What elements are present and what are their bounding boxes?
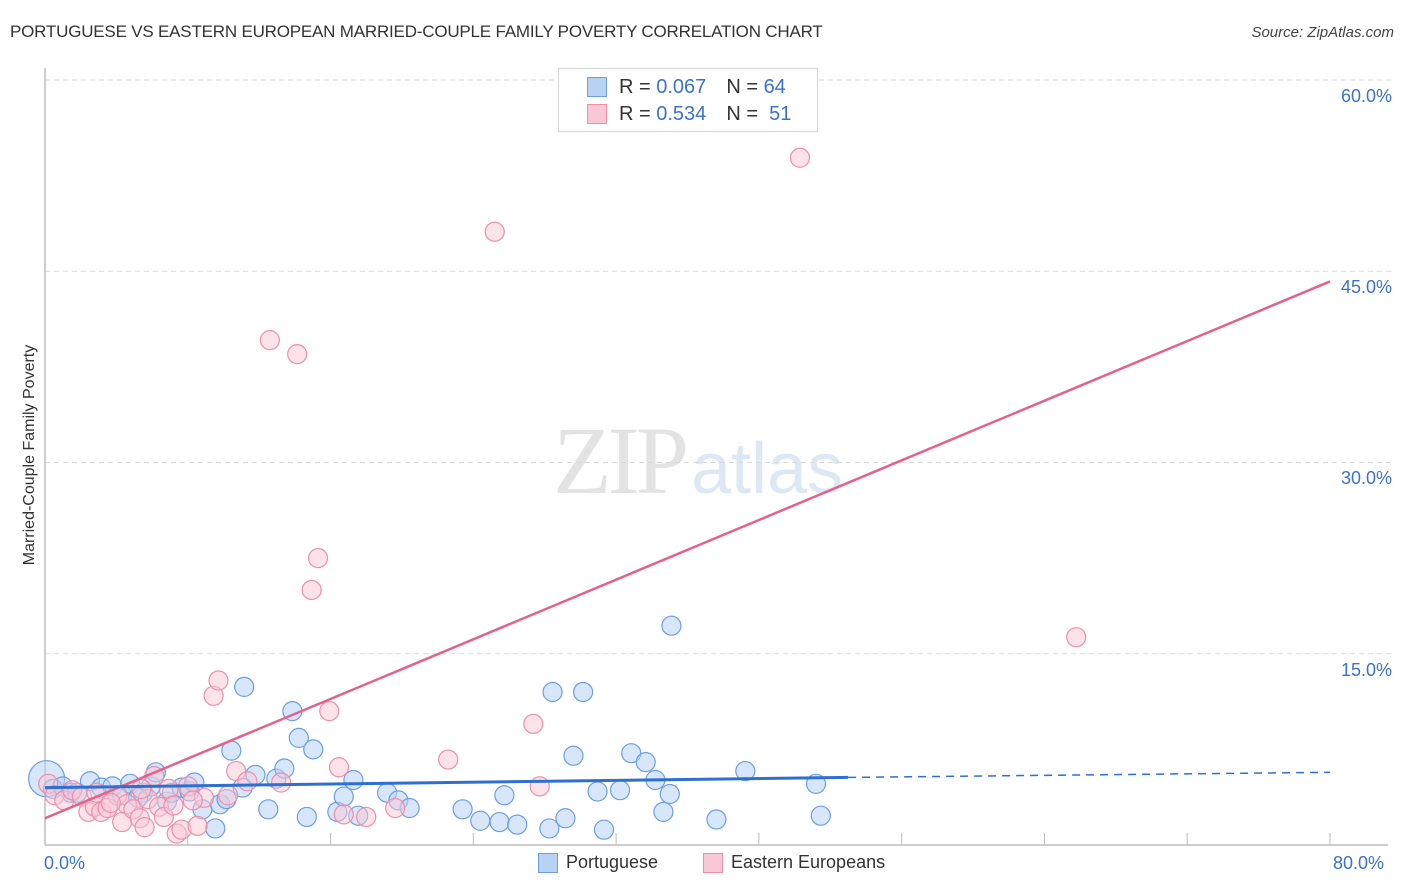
data-point bbox=[328, 757, 350, 778]
data-point bbox=[735, 760, 756, 782]
y-tick-45: 45.0% bbox=[1340, 277, 1392, 297]
data-point bbox=[494, 785, 515, 806]
n-value: 64 bbox=[763, 75, 786, 98]
data-point bbox=[134, 817, 155, 838]
watermark: ZIPatlas bbox=[553, 405, 843, 516]
data-point bbox=[301, 579, 322, 601]
data-point bbox=[542, 681, 563, 703]
n-label: N = bbox=[726, 102, 764, 125]
data-point bbox=[303, 739, 324, 760]
data-point bbox=[333, 786, 354, 807]
eastern-europeans-swatch-icon bbox=[703, 852, 723, 873]
data-point bbox=[507, 814, 528, 835]
legend-label-eastern-europeans: Eastern Europeans bbox=[731, 852, 886, 872]
r-value: 0.067 bbox=[656, 75, 707, 98]
data-point bbox=[385, 797, 406, 819]
gridlines bbox=[45, 79, 1392, 655]
x-tick-min: 0.0% bbox=[44, 853, 86, 873]
chart-title: PORTUGUESE VS EASTERN EUROPEAN MARRIED-C… bbox=[10, 22, 823, 41]
eastern-europeans-trendline bbox=[44, 280, 1331, 820]
data-point bbox=[307, 548, 329, 569]
data-point bbox=[100, 792, 121, 814]
n-label: N = bbox=[726, 75, 764, 98]
axes bbox=[44, 68, 1388, 846]
data-point bbox=[356, 806, 377, 828]
data-point bbox=[572, 681, 594, 703]
r-label: R = bbox=[619, 75, 657, 98]
data-point bbox=[218, 785, 239, 806]
source-credit: Source: ZipAtlas.com bbox=[1251, 24, 1394, 41]
data-point bbox=[131, 778, 152, 800]
data-point bbox=[288, 727, 309, 749]
data-point bbox=[653, 801, 674, 822]
data-point bbox=[706, 809, 727, 830]
portuguese-trendline bbox=[44, 775, 849, 790]
trendlines bbox=[44, 280, 1331, 820]
data-point bbox=[237, 771, 258, 792]
portuguese-trendline-extension bbox=[848, 771, 1331, 779]
y-tick-30: 30.0% bbox=[1340, 468, 1392, 488]
data-point bbox=[621, 743, 642, 764]
correlation-legend: R = 0.067 N = 64 R = 0.534 N = 51 bbox=[558, 68, 818, 132]
data-point bbox=[555, 808, 576, 829]
y-tick-15: 15.0% bbox=[1340, 660, 1392, 680]
data-point bbox=[609, 780, 631, 801]
data-point bbox=[470, 810, 491, 831]
legend-row-eastern-europeans: R = 0.534 N = 51 bbox=[587, 102, 791, 126]
data-point bbox=[438, 749, 459, 770]
data-point bbox=[529, 776, 550, 797]
data-point bbox=[789, 147, 811, 168]
n-value: 51 bbox=[763, 102, 792, 125]
portuguese-swatch-icon bbox=[587, 77, 607, 97]
data-point bbox=[208, 670, 229, 691]
data-point bbox=[163, 795, 184, 816]
y-tick-60: 60.0% bbox=[1340, 86, 1392, 106]
x-tick-max: 80.0% bbox=[1333, 853, 1385, 873]
series-legend: Portuguese Eastern Europeans bbox=[0, 852, 1406, 878]
data-point bbox=[1066, 627, 1087, 648]
watermark-zip: ZIP bbox=[553, 407, 689, 514]
data-point bbox=[661, 615, 682, 636]
data-point bbox=[205, 818, 226, 839]
data-point bbox=[484, 221, 505, 242]
data-point bbox=[539, 818, 560, 839]
data-point bbox=[259, 330, 280, 351]
data-point bbox=[287, 344, 308, 365]
data-point bbox=[271, 772, 292, 793]
data-point bbox=[187, 815, 208, 836]
legend-label-portuguese: Portuguese bbox=[566, 852, 659, 872]
r-value: 0.534 bbox=[656, 102, 707, 125]
data-point bbox=[258, 799, 279, 820]
data-point bbox=[635, 752, 656, 773]
portuguese-swatch-icon bbox=[538, 852, 558, 873]
data-point bbox=[810, 805, 831, 826]
data-point bbox=[296, 806, 317, 828]
data-point bbox=[489, 811, 510, 833]
data-point bbox=[587, 781, 608, 802]
data-point bbox=[659, 783, 680, 805]
data-point bbox=[182, 790, 203, 811]
eastern-europeans-points bbox=[38, 147, 1087, 844]
legend-row-portuguese: R = 0.067 N = 64 bbox=[587, 75, 786, 99]
legend-item-eastern-europeans[interactable]: Eastern Europeans bbox=[703, 852, 885, 873]
eastern-europeans-swatch-icon bbox=[587, 104, 607, 124]
data-point bbox=[593, 819, 615, 840]
data-point bbox=[333, 804, 354, 825]
data-point bbox=[234, 676, 255, 698]
legend-item-portuguese[interactable]: Portuguese bbox=[538, 852, 658, 873]
data-point bbox=[319, 701, 340, 722]
data-point bbox=[523, 713, 544, 734]
data-point bbox=[452, 799, 473, 820]
data-point bbox=[563, 745, 584, 766]
r-label: R = bbox=[619, 102, 657, 125]
y-axis-label: Married-Couple Family Poverty bbox=[21, 344, 38, 566]
